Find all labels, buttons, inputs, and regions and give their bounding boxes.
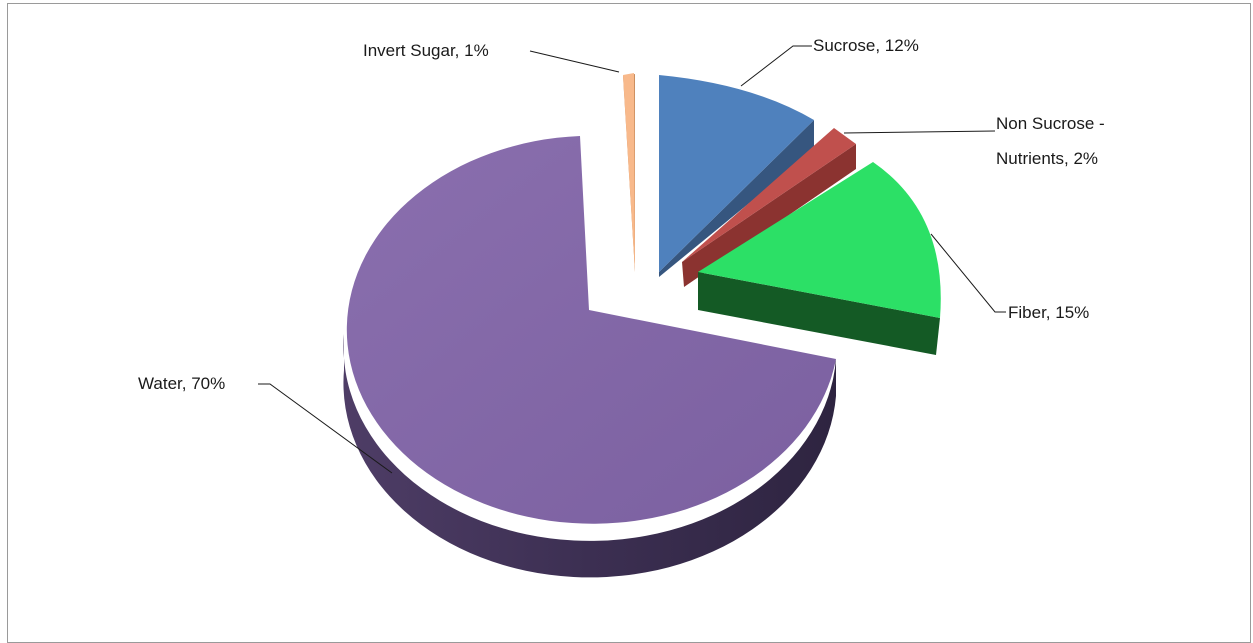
chart-frame: Invert Sugar, 1% Sucrose, 12% Non Sucros… [7, 3, 1251, 643]
pie-chart: Invert Sugar, 1% Sucrose, 12% Non Sucros… [138, 36, 1105, 578]
slice-non-sucrose [682, 128, 856, 287]
leader-fiber [930, 233, 1006, 313]
slice-fiber-side [698, 272, 940, 355]
label-non-sucrose-line1: Non Sucrose - [996, 114, 1105, 133]
slice-water-side [343, 334, 836, 578]
label-sucrose: Sucrose, 12% [813, 36, 919, 55]
leader-non-sucrose [843, 130, 996, 134]
label-fiber: Fiber, 15% [1008, 303, 1089, 322]
slice-fiber [698, 162, 941, 355]
slice-sucrose-top [659, 75, 814, 272]
slice-non-sucrose-top [682, 128, 856, 262]
label-non-sucrose-line2: Nutrients, 2% [996, 149, 1098, 168]
slice-water [343, 136, 836, 578]
slice-water-top [346, 136, 836, 524]
slice-sucrose-side [659, 120, 814, 277]
leader-invert-sugar [529, 50, 620, 73]
slice-fiber-top [698, 162, 941, 318]
slice-invert-sugar [623, 73, 635, 272]
slice-invert-sugar-top [623, 73, 635, 272]
slice-sucrose [659, 75, 814, 277]
label-water: Water, 70% [138, 374, 225, 393]
label-invert-sugar: Invert Sugar, 1% [363, 41, 489, 60]
leader-water [258, 383, 393, 474]
slice-non-sucrose-side [682, 144, 856, 287]
leader-sucrose [740, 45, 812, 87]
